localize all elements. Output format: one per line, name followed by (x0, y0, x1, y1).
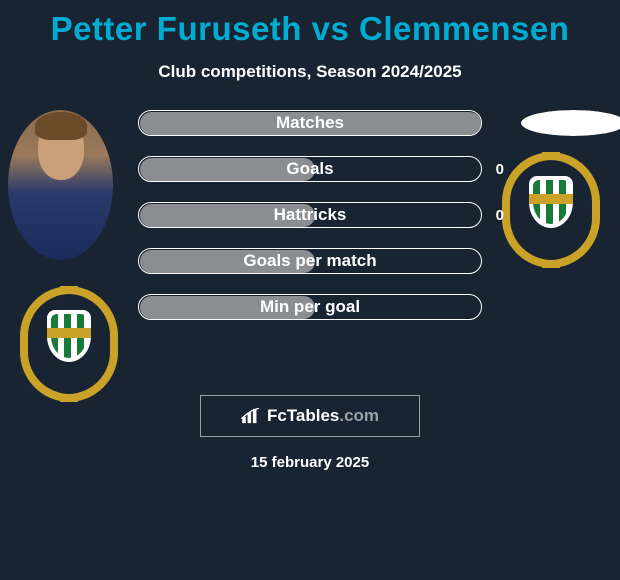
player-left-avatar (8, 110, 113, 260)
brand-tld: .com (339, 406, 379, 425)
brand-text: FcTables.com (267, 406, 379, 426)
page-title: Petter Furuseth vs Clemmensen (0, 0, 620, 48)
stat-value-right: 0 (496, 156, 504, 182)
stat-row: Hattricks0 (138, 202, 482, 228)
stat-row: Min per goal (138, 294, 482, 320)
club-logo-left (18, 282, 120, 390)
stat-value-right: 0 (496, 202, 504, 228)
subtitle: Club competitions, Season 2024/2025 (0, 62, 620, 82)
stat-label: Hattricks (138, 202, 482, 228)
stat-rows: Matches Goals0 Hattricks0 Goals per match Mi… (138, 110, 482, 320)
player-right-avatar (521, 110, 620, 136)
blank-oval (521, 110, 620, 136)
shield-icon (47, 310, 91, 362)
stat-row: Matches (138, 110, 482, 136)
bar-chart-icon (241, 408, 263, 424)
date-text: 15 february 2025 (0, 454, 620, 471)
club-logo-right (500, 148, 602, 256)
player-photo (8, 110, 113, 260)
stat-row: Goals per match (138, 248, 482, 274)
shield-icon (529, 176, 573, 228)
brand-name: FcTables (267, 406, 339, 425)
stat-label: Goals per match (138, 248, 482, 274)
stat-label: Matches (138, 110, 482, 136)
stat-row: Goals0 (138, 156, 482, 182)
brand-box: FcTables.com (200, 395, 420, 437)
stat-label: Min per goal (138, 294, 482, 320)
comparison-panel: MatchesGoals0Hattricks0Goals per matchMi… (0, 110, 620, 320)
stat-label: Goals (138, 156, 482, 182)
